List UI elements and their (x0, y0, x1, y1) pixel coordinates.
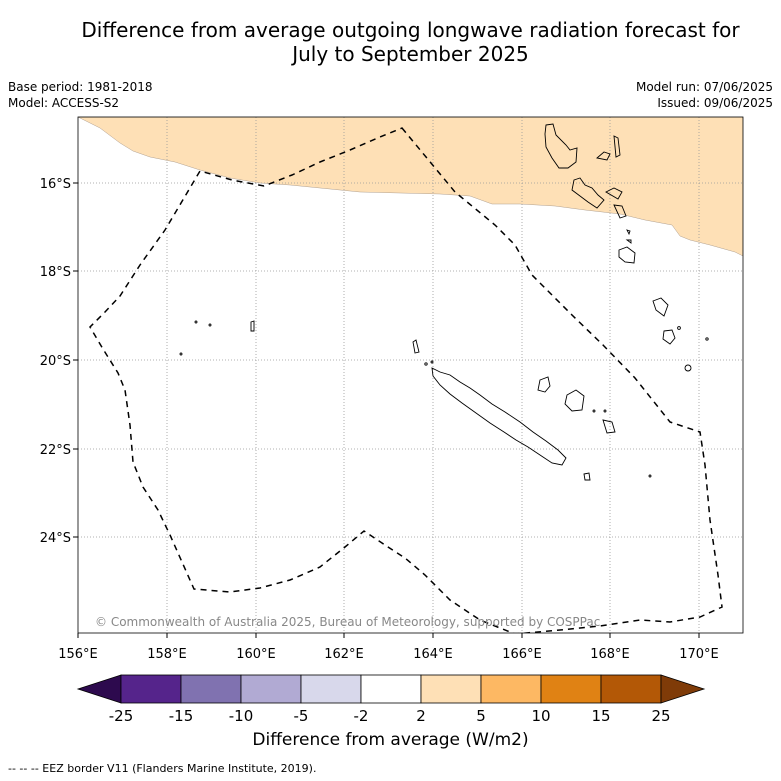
cb-tick-4: -2 (354, 707, 369, 725)
lat-label-16s: 16°S (40, 177, 71, 192)
colorbar-segment-1 (120, 674, 182, 704)
lon-label-170e: 170°E (679, 647, 719, 662)
lat-axis: 16°S 18°S 20°S 22°S 24°S (40, 177, 78, 546)
islands-new-caledonia (412, 339, 652, 481)
lon-label-164e: 164°E (413, 647, 453, 662)
lon-label-162e: 162°E (324, 647, 364, 662)
lon-label-160e: 160°E (236, 647, 276, 662)
issued-date: Issued: 09/06/2025 (657, 96, 773, 110)
eez-legend-note: -- -- -- EEZ border V11 (Flanders Marine… (8, 762, 317, 775)
lat-label-18s: 18°S (40, 265, 71, 280)
cb-tick-2: -10 (229, 707, 254, 725)
meta-right: Model run: 07/06/2025 Issued: 09/06/2025 (636, 79, 773, 111)
islands-reefs (179, 320, 692, 372)
base-period: Base period: 1981-2018 (8, 80, 153, 94)
colorbar-segment-2 (180, 674, 242, 704)
lat-label-22s: 22°S (40, 443, 71, 458)
eez-border (89, 127, 723, 633)
lon-label-168e: 168°E (590, 647, 630, 662)
map-title: Difference from average outgoing longwav… (0, 18, 781, 66)
title-line-2: July to September 2025 (292, 42, 529, 66)
cb-tick-3: -5 (294, 707, 309, 725)
cb-tick-8: 15 (591, 707, 610, 725)
lon-axis: 156°E 158°E 160°E 162°E 164°E 166°E 168°… (58, 633, 719, 662)
meta-left: Base period: 1981-2018 Model: ACCESS-S2 (8, 79, 153, 111)
lat-label-20s: 20°S (40, 354, 71, 369)
colorbar (76, 674, 706, 704)
copyright-notice: © Commonwealth of Australia 2025, Bureau… (95, 615, 600, 629)
cb-tick-0: -25 (109, 707, 134, 725)
model-name: Model: ACCESS-S2 (8, 96, 120, 110)
lon-label-166e: 166°E (502, 647, 542, 662)
title-line-1: Difference from average outgoing longwav… (81, 18, 740, 42)
colorbar-ticks: -25 -15 -10 -5 -2 2 5 10 15 25 (109, 707, 671, 725)
colorbar-segment-6 (420, 674, 482, 704)
colorbar-segment-8 (540, 674, 602, 704)
lat-label-24s: 24°S (40, 531, 71, 546)
grande-terre (431, 367, 567, 466)
colorbar-segment-5 (360, 674, 422, 704)
islands-vanuatu (544, 123, 709, 345)
model-run: Model run: 07/06/2025 (635, 80, 773, 94)
cb-tick-9: 25 (651, 707, 670, 725)
cb-tick-5: 2 (416, 707, 426, 725)
colorbar-segment-10 (660, 674, 706, 704)
map-area: © Commonwealth of Australia 2025, Bureau… (78, 117, 743, 633)
colorbar-segment-9 (600, 674, 662, 704)
colorbar-segment-7 (480, 674, 542, 704)
lon-label-156e: 156°E (58, 647, 98, 662)
map-frame (77, 116, 744, 634)
cb-tick-1: -15 (169, 707, 194, 725)
cb-tick-7: 10 (531, 707, 550, 725)
lon-label-158e: 158°E (147, 647, 187, 662)
colorbar-segment-4 (300, 674, 362, 704)
colorbar-label: Difference from average (W/m2) (252, 730, 529, 750)
colorbar-segment-3 (240, 674, 302, 704)
colorbar-segment-0 (76, 674, 122, 704)
cb-tick-6: 5 (476, 707, 486, 725)
